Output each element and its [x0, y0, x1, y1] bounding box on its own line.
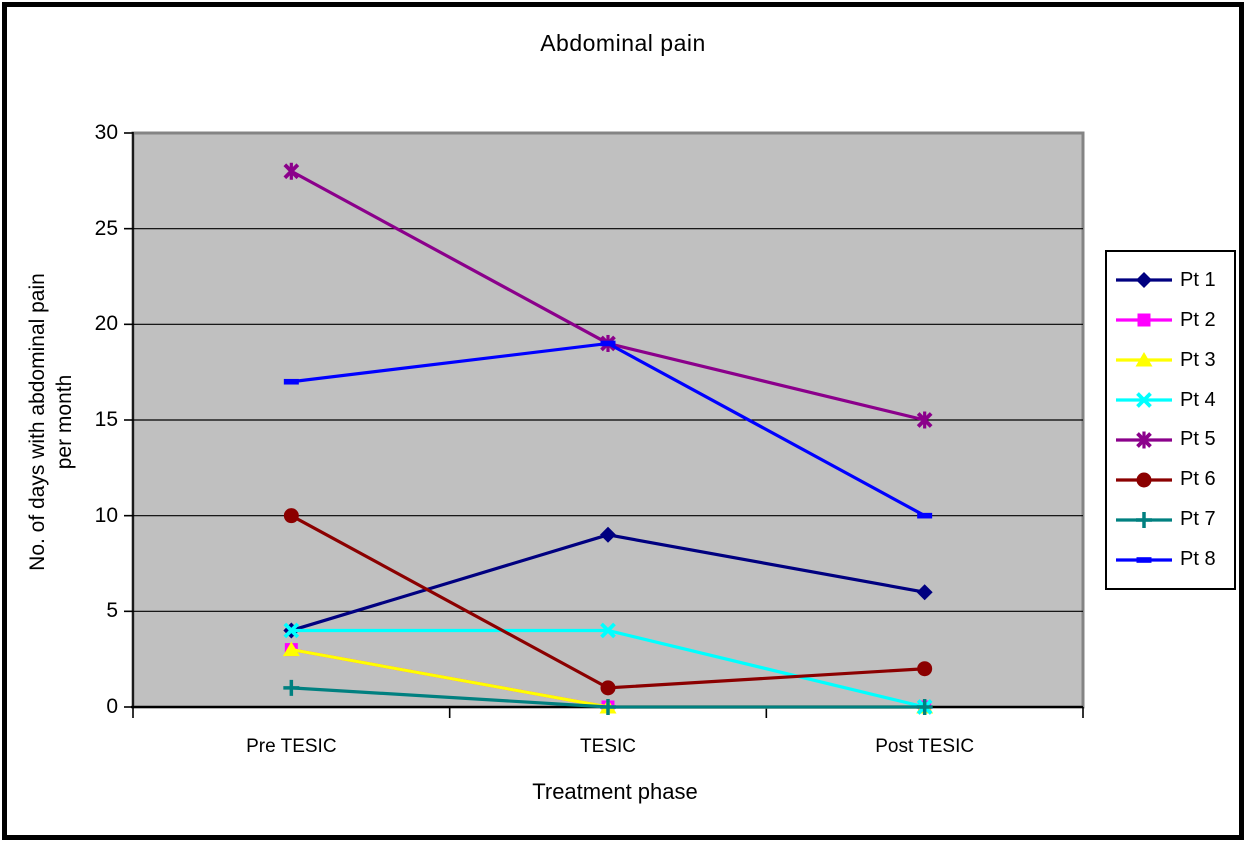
y-axis-tick-label: 25 — [94, 216, 118, 240]
x-axis-label-pre-tesic: Pre TESIC — [246, 736, 337, 757]
x-axis-label-tesic: TESIC — [580, 736, 636, 757]
legend-item-pt-3: Pt 3 — [1107, 349, 1234, 372]
legend-item-label: Pt 1 — [1180, 268, 1216, 291]
x-axis-title: Treatment phase — [532, 779, 698, 804]
y-axis-tick-label: 10 — [94, 503, 118, 527]
legend-item-label: Pt 4 — [1180, 388, 1216, 411]
marker-pt-8-post-tesic — [917, 512, 933, 519]
x-axis-label-post-tesic: Post TESIC — [875, 736, 975, 757]
series-pt-8 — [283, 340, 933, 519]
y-axis-tick-label: 5 — [106, 599, 118, 623]
legend-square-marker-icon — [1116, 313, 1172, 327]
legend-item-label: Pt 7 — [1180, 508, 1216, 531]
legend-dash-marker-icon — [1116, 556, 1172, 563]
legend-circle-marker-icon — [1116, 472, 1172, 488]
marker-pt-6-pre-tesic — [283, 508, 299, 524]
legend-asterisk-marker-icon — [1116, 431, 1172, 449]
legend-diamond-marker-icon — [1116, 272, 1172, 289]
marker-pt-8-pre-tesic — [283, 378, 299, 385]
legend-marker-pt-2 — [1137, 313, 1151, 327]
marker-pt-4-pre-tesic — [283, 622, 300, 639]
legend-item-pt-1: Pt 1 — [1107, 269, 1234, 292]
y-axis-tick-label: 15 — [94, 408, 118, 431]
legend: Pt 1 Pt 2 Pt 3 Pt 4 Pt 5 Pt 6 Pt 7 Pt 8 — [1105, 250, 1236, 590]
marker-pt-3-pre-tesic — [282, 641, 300, 657]
legend-item-label: Pt 2 — [1180, 308, 1216, 331]
marker-pt-8-tesic — [600, 340, 616, 347]
legend-marker-pt-1 — [1136, 272, 1152, 289]
series-pt-7 — [283, 679, 933, 715]
y-axis-tick-label: 30 — [94, 121, 118, 144]
chart-title: Abdominal pain — [540, 30, 706, 56]
legend-item-pt-5: Pt 5 — [1107, 428, 1234, 451]
legend-item-label: Pt 6 — [1180, 468, 1216, 491]
marker-pt-6-post-tesic — [917, 661, 933, 677]
series-pt-6 — [283, 508, 933, 696]
legend-item-label: Pt 8 — [1180, 548, 1216, 570]
legend-item-pt-2: Pt 2 — [1107, 309, 1234, 332]
marker-pt-1-tesic — [600, 526, 616, 543]
legend-item-label: Pt 5 — [1180, 428, 1216, 451]
marker-pt-1-post-tesic — [916, 584, 933, 601]
series-pt-4 — [283, 622, 933, 715]
legend-item-pt-8: Pt 8 — [1107, 548, 1234, 571]
legend-marker-pt-4 — [1136, 392, 1152, 408]
y-axis-tick-label: 20 — [94, 312, 118, 336]
marker-pt-6-tesic — [600, 680, 616, 696]
legend-marker-pt-3 — [1135, 352, 1153, 367]
legend-triangle-marker-icon — [1116, 352, 1172, 367]
legend-marker-pt-6 — [1136, 472, 1152, 488]
legend-item-pt-6: Pt 6 — [1107, 468, 1234, 491]
legend-item-label: Pt 3 — [1180, 348, 1216, 371]
y-axis-tick-label: 0 — [106, 695, 118, 718]
legend-item-pt-4: Pt 4 — [1107, 389, 1234, 412]
legend-item-pt-7: Pt 7 — [1107, 508, 1234, 531]
marker-pt-4-tesic — [600, 622, 616, 639]
legend-x-marker-icon — [1116, 392, 1172, 408]
legend-plus-marker-icon — [1116, 511, 1172, 528]
legend-marker-pt-8 — [1136, 556, 1152, 563]
